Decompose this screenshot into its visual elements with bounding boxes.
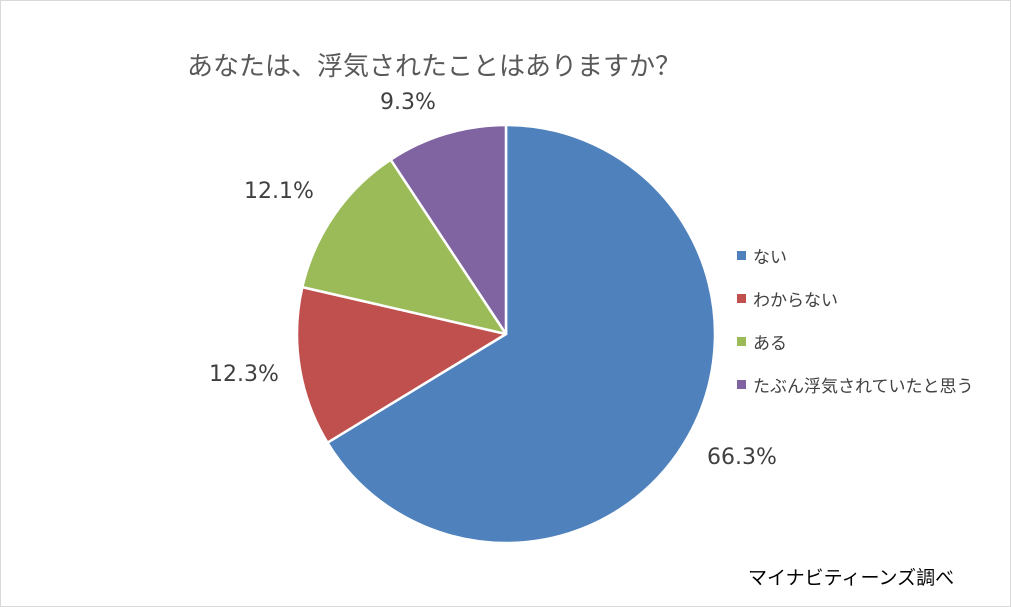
slice-wakaranai [295, 285, 508, 444]
slice-aru [301, 158, 508, 336]
slice-tabun [389, 123, 508, 336]
legend-label: たぶん浮気されていたと思う [753, 377, 974, 397]
legend-item-aru: ある [737, 320, 974, 363]
legend-item-tabun: たぶん浮気されていたと思う [737, 363, 974, 406]
legend-item-wakaranai: わからない [737, 277, 974, 320]
data-label-wakaranai: 12.3% [209, 362, 279, 387]
legend-swatch [737, 380, 746, 389]
legend-item-nai: ない [737, 234, 974, 277]
data-label-aru: 12.1% [244, 179, 314, 204]
slice-nai [326, 123, 717, 545]
legend-label: ない [753, 248, 787, 268]
data-label-tabun: 9.3% [380, 90, 436, 115]
legend: ないわからないあるたぶん浮気されていたと思う [737, 234, 974, 406]
data-label-nai: 66.3% [707, 445, 777, 470]
source-note: マイナビティーンズ調べ [748, 567, 955, 589]
legend-label: ある [753, 334, 787, 354]
legend-label: わからない [753, 291, 838, 311]
chart-title: あなたは、浮気されたことはありますか？ [187, 52, 682, 82]
legend-swatch [737, 294, 746, 303]
legend-swatch [737, 337, 746, 346]
legend-swatch [737, 251, 746, 260]
